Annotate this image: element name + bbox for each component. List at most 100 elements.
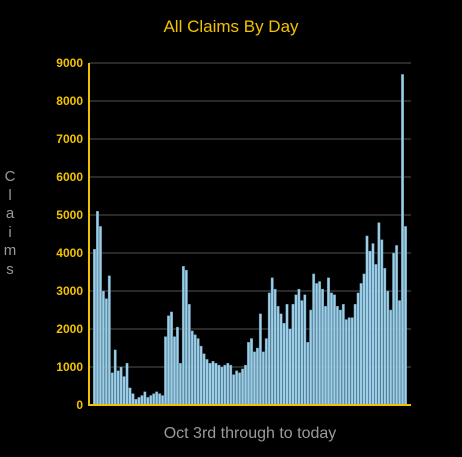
bar — [158, 393, 162, 406]
bar — [149, 395, 153, 406]
bar — [131, 393, 135, 406]
bar — [341, 304, 345, 406]
bar — [128, 387, 132, 406]
bar — [395, 245, 399, 406]
bar — [93, 248, 96, 406]
bar — [404, 226, 407, 406]
bar — [377, 222, 381, 406]
bar — [362, 273, 366, 406]
bar — [110, 372, 114, 406]
bar — [253, 351, 256, 406]
bar — [235, 370, 239, 406]
bar — [101, 290, 105, 406]
bar — [365, 235, 369, 406]
bar — [282, 323, 286, 406]
bar — [161, 395, 165, 406]
bar — [170, 311, 173, 406]
bar — [211, 361, 215, 406]
bar — [125, 363, 129, 406]
bar — [267, 292, 271, 406]
y-tick-label: 4000 — [56, 246, 83, 260]
bar — [173, 336, 176, 406]
bar — [276, 306, 280, 406]
bar — [155, 391, 159, 406]
y-tick-label: 3000 — [56, 284, 83, 298]
bar — [386, 290, 390, 406]
bar — [315, 283, 319, 406]
y-tick-label: 8000 — [56, 94, 83, 108]
bar — [347, 317, 351, 406]
bar — [232, 374, 236, 406]
bar — [205, 359, 209, 406]
bar — [199, 345, 203, 406]
bar — [208, 363, 212, 406]
bar — [187, 304, 191, 406]
bar — [297, 288, 301, 406]
bar — [392, 252, 396, 406]
bar — [137, 397, 141, 406]
y-tick-label: 5000 — [56, 208, 83, 222]
bar — [107, 275, 111, 406]
bar — [113, 349, 117, 406]
bar — [318, 281, 322, 406]
bar — [350, 317, 354, 406]
y-axis-title-letter: C — [4, 168, 16, 185]
bar — [359, 283, 363, 406]
bar — [306, 342, 310, 406]
bar — [98, 226, 102, 406]
bar — [356, 292, 360, 406]
bar — [294, 294, 298, 406]
bar — [146, 397, 150, 406]
bar — [193, 334, 197, 406]
bar — [383, 268, 387, 406]
bar — [303, 294, 307, 406]
bar — [371, 243, 375, 406]
bar — [96, 210, 99, 406]
bar — [184, 269, 188, 406]
y-tick-label: 2000 — [56, 322, 83, 336]
bar — [279, 313, 283, 406]
bar — [226, 363, 230, 406]
bar — [181, 266, 185, 406]
bar — [270, 277, 274, 406]
y-axis-title-letter: a — [5, 205, 15, 222]
y-tick-label: 1000 — [56, 360, 83, 374]
bar — [327, 277, 330, 406]
bar — [178, 363, 182, 406]
bar — [353, 304, 357, 406]
bar — [261, 351, 265, 406]
bar — [335, 306, 339, 406]
bar — [116, 370, 120, 406]
bar — [152, 393, 156, 406]
bar — [247, 342, 250, 406]
bar — [309, 309, 313, 406]
bar — [223, 364, 227, 406]
bar — [196, 338, 200, 406]
bar — [122, 376, 126, 406]
bar — [250, 338, 253, 406]
bar — [374, 264, 378, 406]
bar — [264, 338, 268, 406]
bar — [241, 368, 245, 406]
bar — [291, 304, 295, 406]
bar — [312, 273, 316, 406]
bar — [368, 250, 372, 406]
bar — [104, 298, 108, 406]
bar — [143, 391, 147, 406]
bar — [229, 364, 233, 406]
bar — [258, 313, 262, 406]
bar — [321, 288, 324, 406]
bar — [324, 306, 327, 406]
x-axis-title: Oct 3rd through to today — [163, 425, 337, 442]
bar — [333, 294, 336, 406]
y-tick-label: 7000 — [56, 132, 83, 146]
bar — [288, 328, 292, 406]
y-axis-title-letter: i — [8, 223, 12, 241]
chart-title: All Claims By Day — [163, 17, 299, 36]
bar — [190, 330, 194, 406]
bar — [238, 372, 242, 406]
bar — [220, 366, 224, 406]
